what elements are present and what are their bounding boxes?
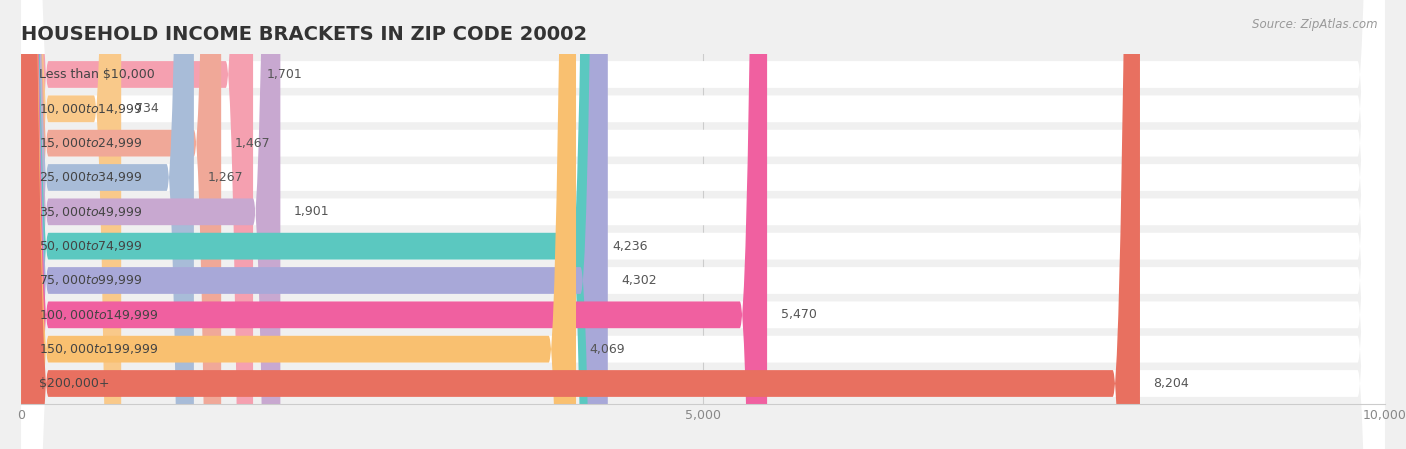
Text: $50,000 to $74,999: $50,000 to $74,999	[39, 239, 142, 253]
Text: $100,000 to $149,999: $100,000 to $149,999	[39, 308, 159, 322]
FancyBboxPatch shape	[21, 0, 1385, 449]
Text: $10,000 to $14,999: $10,000 to $14,999	[39, 102, 142, 116]
FancyBboxPatch shape	[21, 0, 1385, 449]
Text: Less than $10,000: Less than $10,000	[39, 68, 155, 81]
FancyBboxPatch shape	[21, 0, 1385, 449]
Text: $35,000 to $49,999: $35,000 to $49,999	[39, 205, 142, 219]
FancyBboxPatch shape	[21, 0, 1140, 449]
Text: $150,000 to $199,999: $150,000 to $199,999	[39, 342, 159, 356]
FancyBboxPatch shape	[21, 0, 1385, 449]
Text: 1,467: 1,467	[235, 136, 270, 150]
FancyBboxPatch shape	[21, 0, 1385, 449]
FancyBboxPatch shape	[21, 0, 221, 449]
Text: 1,701: 1,701	[267, 68, 302, 81]
FancyBboxPatch shape	[21, 0, 194, 449]
Text: HOUSEHOLD INCOME BRACKETS IN ZIP CODE 20002: HOUSEHOLD INCOME BRACKETS IN ZIP CODE 20…	[21, 25, 588, 44]
FancyBboxPatch shape	[21, 0, 1385, 449]
Text: 1,267: 1,267	[208, 171, 243, 184]
Text: 734: 734	[135, 102, 159, 115]
FancyBboxPatch shape	[21, 0, 253, 449]
Text: 4,236: 4,236	[613, 240, 648, 253]
Text: 5,470: 5,470	[780, 308, 817, 321]
FancyBboxPatch shape	[21, 0, 768, 449]
Text: 4,069: 4,069	[589, 343, 626, 356]
FancyBboxPatch shape	[21, 0, 1385, 449]
Text: $200,000+: $200,000+	[39, 377, 110, 390]
Text: 8,204: 8,204	[1153, 377, 1189, 390]
FancyBboxPatch shape	[21, 0, 1385, 449]
FancyBboxPatch shape	[21, 0, 1385, 449]
FancyBboxPatch shape	[21, 0, 121, 449]
Text: $15,000 to $24,999: $15,000 to $24,999	[39, 136, 142, 150]
Text: 1,901: 1,901	[294, 205, 329, 218]
FancyBboxPatch shape	[21, 0, 1385, 449]
Text: $25,000 to $34,999: $25,000 to $34,999	[39, 171, 142, 185]
FancyBboxPatch shape	[21, 0, 607, 449]
Text: Source: ZipAtlas.com: Source: ZipAtlas.com	[1253, 18, 1378, 31]
Text: $75,000 to $99,999: $75,000 to $99,999	[39, 273, 142, 287]
FancyBboxPatch shape	[21, 0, 280, 449]
FancyBboxPatch shape	[21, 0, 576, 449]
FancyBboxPatch shape	[21, 0, 599, 449]
Text: 4,302: 4,302	[621, 274, 657, 287]
